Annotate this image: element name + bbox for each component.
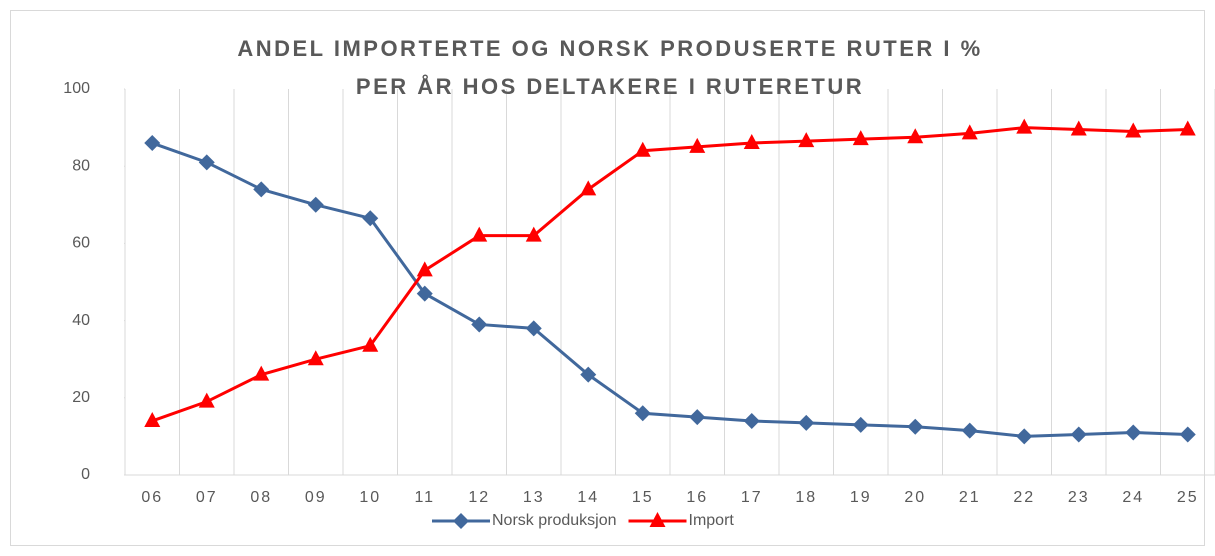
- marker: [907, 418, 924, 435]
- y-tick-label: 20: [72, 389, 90, 406]
- x-tick-label: 07: [196, 489, 218, 506]
- marker: [1179, 120, 1196, 136]
- marker: [580, 366, 597, 383]
- x-tick-label: 11: [414, 489, 435, 506]
- x-tick-label: 24: [1122, 489, 1144, 506]
- marker: [307, 350, 324, 366]
- marker: [649, 512, 666, 527]
- marker: [1179, 426, 1196, 443]
- x-tick-label: 10: [359, 489, 381, 506]
- marker: [253, 365, 270, 381]
- legend-label: Import: [689, 512, 735, 529]
- marker: [198, 392, 215, 408]
- marker: [634, 141, 651, 157]
- plot: 0 20 40 60 80 100 06 07 08 09 10 11 12 13 14 15 16 17 18 19…: [63, 36, 1215, 529]
- x-tick-label: 06: [141, 489, 163, 506]
- y-tick-label: 80: [72, 157, 90, 174]
- marker: [1070, 120, 1087, 136]
- marker: [525, 320, 542, 337]
- marker: [907, 128, 924, 144]
- y-tick-label: 60: [72, 235, 90, 252]
- x-tick-label: 08: [250, 489, 272, 506]
- chart-frame: [10, 10, 1205, 546]
- chart-title: PER ÅR HOS DELTAKERE I RUTERETUR: [356, 73, 864, 99]
- marker: [362, 210, 379, 227]
- marker: [689, 409, 706, 426]
- marker: [471, 226, 488, 242]
- x-tick-label: 21: [959, 489, 981, 506]
- marker: [852, 416, 869, 433]
- series-line: [151, 126, 1188, 423]
- marker: [1016, 118, 1033, 134]
- marker: [1070, 426, 1087, 443]
- x-tick-label: 13: [523, 489, 545, 506]
- chart-title: ANDEL IMPORTERTE OG NORSK PRODUSERTE RUT…: [237, 36, 982, 61]
- marker: [525, 226, 542, 242]
- marker: [798, 414, 815, 431]
- marker: [453, 513, 469, 529]
- marker: [307, 196, 324, 213]
- marker: [416, 261, 433, 277]
- marker: [743, 134, 760, 150]
- marker: [253, 181, 270, 198]
- series-line: [151, 141, 1188, 438]
- x-tick-label: 14: [577, 489, 599, 506]
- x-tick-label: 18: [795, 489, 817, 506]
- y-tick-label: 40: [72, 312, 90, 329]
- x-tick-label: 15: [632, 489, 654, 506]
- marker: [1125, 424, 1142, 441]
- legend-label: Norsk produksjon: [492, 512, 617, 529]
- marker: [961, 422, 978, 439]
- x-tick-label: 20: [904, 489, 926, 506]
- x-tick-label: 12: [468, 489, 490, 506]
- x-tick-label: 17: [741, 489, 763, 506]
- marker: [689, 137, 706, 153]
- marker: [798, 132, 815, 148]
- marker: [471, 316, 488, 333]
- y-tick-label: 100: [63, 80, 90, 97]
- marker: [961, 124, 978, 140]
- x-tick-label: 25: [1177, 489, 1199, 506]
- marker: [743, 412, 760, 429]
- marker: [634, 405, 651, 422]
- marker: [144, 411, 161, 427]
- marker: [1125, 122, 1142, 138]
- marker: [852, 130, 869, 146]
- marker: [198, 154, 215, 171]
- x-tick-label: 16: [686, 489, 708, 506]
- marker: [362, 336, 379, 352]
- x-tick-label: 19: [850, 489, 872, 506]
- x-tick-label: 22: [1013, 489, 1035, 506]
- x-tick-label: 09: [305, 489, 327, 506]
- marker: [144, 135, 161, 152]
- x-tick-label: 23: [1068, 489, 1090, 506]
- marker: [416, 285, 433, 302]
- y-tick-label: 0: [81, 466, 90, 483]
- marker: [580, 180, 597, 196]
- marker: [1016, 428, 1033, 445]
